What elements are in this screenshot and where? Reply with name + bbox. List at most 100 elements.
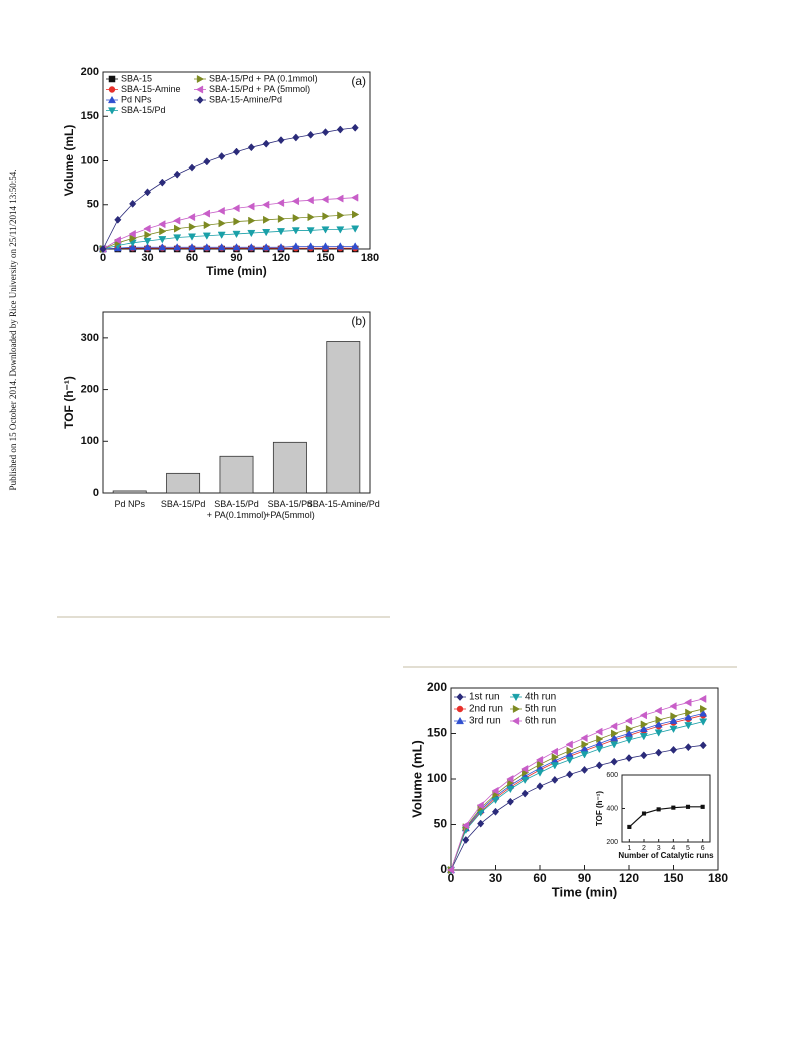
y-axis-label: TOF (h⁻¹) (595, 791, 604, 827)
marker (640, 720, 648, 729)
x-tick-label: 150 (316, 252, 334, 264)
marker (491, 796, 500, 805)
marker (217, 231, 226, 239)
marker (143, 243, 152, 251)
x-tick-label: 90 (578, 871, 592, 885)
marker (263, 215, 271, 224)
marker (551, 753, 559, 762)
marker (550, 762, 559, 770)
y-tick-label: 100 (81, 435, 99, 447)
marker (322, 212, 330, 221)
y-axis-label: Volume (mL) (409, 740, 424, 818)
marker (476, 801, 484, 810)
marker (233, 217, 241, 226)
x-tick-label: 180 (708, 871, 728, 885)
marker (158, 220, 166, 229)
marker (321, 128, 330, 137)
marker (321, 242, 330, 250)
marker (173, 234, 182, 242)
x-tick-label: 90 (230, 252, 242, 264)
marker (187, 243, 197, 251)
x-tick-label: 180 (361, 252, 379, 264)
marker (641, 811, 647, 816)
marker (684, 713, 693, 721)
marker (550, 747, 558, 756)
marker (173, 216, 181, 225)
marker (669, 716, 678, 724)
marker (610, 733, 619, 742)
marker (684, 722, 693, 730)
bar (219, 455, 254, 494)
marker (655, 748, 663, 757)
x-axis-label: Number of Catalytic runs (618, 851, 714, 860)
x-tick-label: SBA-15-Amine/Pd (307, 499, 380, 509)
y-tick-label: 0 (440, 862, 447, 876)
marker (610, 757, 618, 766)
y-tick-label: 100 (427, 771, 447, 785)
marker (143, 237, 152, 246)
marker (247, 243, 256, 251)
marker (143, 224, 151, 233)
marker (217, 206, 225, 215)
marker (321, 195, 329, 204)
marker (639, 724, 648, 733)
marker (669, 702, 677, 711)
marker (336, 226, 345, 234)
marker (232, 243, 241, 251)
x-tick-label: 2 (642, 845, 646, 852)
marker (461, 821, 469, 830)
marker (113, 236, 121, 245)
legend-marker (107, 95, 117, 104)
marker (596, 734, 604, 743)
y-tick-label: 600 (606, 772, 618, 779)
marker (291, 227, 300, 235)
marker (306, 242, 315, 250)
y-tick-label: 150 (81, 110, 99, 122)
marker (188, 222, 197, 231)
marker (624, 716, 633, 725)
x-tick-label: 150 (663, 871, 683, 885)
y-axis-label: TOF (h⁻¹) (62, 376, 76, 429)
marker (625, 754, 633, 763)
marker (158, 243, 167, 251)
legend-marker (108, 75, 116, 83)
marker (685, 708, 693, 717)
x-tick-label: 120 (272, 252, 290, 264)
marker (595, 761, 603, 770)
marker (217, 243, 226, 251)
marker (521, 764, 529, 774)
marker (291, 197, 299, 206)
legend-marker (511, 716, 520, 726)
y-tick-label: 200 (606, 839, 618, 846)
marker (159, 227, 167, 236)
marker (276, 198, 285, 208)
marker (203, 157, 211, 166)
panel-label: (b) (351, 314, 366, 328)
marker (247, 202, 255, 211)
x-tick-label: 0 (448, 871, 455, 885)
marker (670, 712, 678, 721)
y-tick-label: 50 (87, 199, 99, 211)
x-tick-label: 120 (619, 871, 639, 885)
marker (521, 789, 529, 798)
legend-label: SBA-15/Pd + PA (5mmol) (209, 84, 310, 94)
marker (536, 782, 544, 791)
marker (639, 711, 647, 720)
marker (144, 230, 152, 239)
marker (174, 224, 182, 233)
marker (262, 229, 271, 237)
marker (699, 694, 707, 703)
legend-label: 5th run (525, 704, 556, 715)
marker (581, 740, 589, 749)
legend-label: SBA-15 (121, 73, 152, 83)
x-tick-label: 4 (671, 845, 675, 852)
marker (656, 807, 661, 812)
marker (276, 228, 286, 236)
x-tick-label: 5 (686, 845, 690, 852)
marker (700, 704, 708, 713)
marker (521, 776, 530, 785)
marker (624, 729, 634, 737)
legend-label: 2nd run (469, 704, 503, 715)
marker (491, 786, 499, 795)
marker (655, 715, 663, 724)
